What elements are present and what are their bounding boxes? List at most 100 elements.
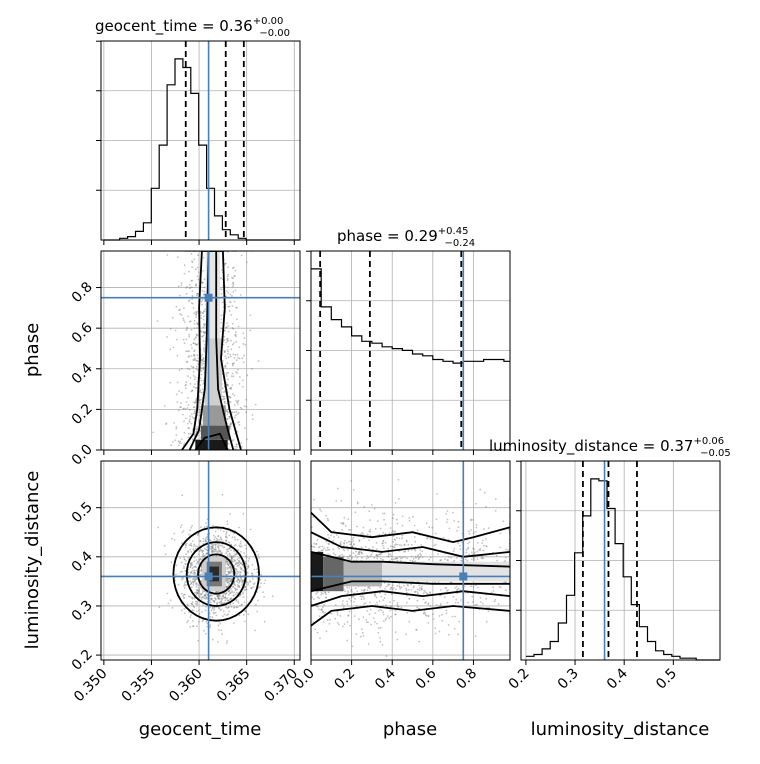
sample-point — [228, 395, 231, 398]
sample-point — [242, 361, 245, 364]
sample-point — [238, 557, 241, 559]
sample-point — [379, 553, 382, 556]
sample-point — [189, 418, 192, 420]
sample-point — [238, 346, 241, 348]
sample-point — [195, 343, 198, 346]
sample-point — [186, 603, 189, 606]
sample-point — [185, 350, 188, 352]
sample-point — [206, 536, 209, 538]
sample-point — [234, 553, 237, 556]
sample-point — [235, 591, 238, 594]
sample-point — [220, 318, 223, 321]
sample-point — [198, 590, 201, 593]
sample-point — [395, 588, 397, 591]
sample-point — [200, 317, 203, 319]
sample-point — [232, 439, 235, 441]
frame-phase-vs-geocent — [100, 250, 301, 451]
sample-point — [223, 390, 226, 393]
sample-point — [369, 555, 372, 557]
sample-point — [391, 529, 394, 532]
sample-point — [190, 564, 193, 566]
sample-point — [225, 585, 228, 588]
sample-point — [200, 373, 203, 376]
sample-point — [226, 418, 229, 420]
sample-point — [202, 368, 205, 371]
sample-point — [455, 557, 458, 559]
title-luminosity-distance: luminosity_distance = 0.37+0.06 −0.05 — [489, 436, 731, 459]
sample-point — [217, 596, 220, 599]
sample-point — [504, 556, 507, 559]
sample-point — [193, 359, 196, 362]
histogram-phase — [311, 268, 510, 364]
sample-point — [389, 545, 392, 548]
sample-point — [356, 501, 359, 504]
sample-point — [190, 582, 193, 585]
sample-point — [222, 530, 225, 533]
sample-point — [238, 614, 241, 617]
sample-point — [245, 411, 248, 414]
sample-point — [217, 528, 219, 530]
sample-point — [180, 442, 182, 445]
sample-point — [418, 556, 420, 559]
sample-point — [231, 267, 234, 270]
sample-point — [233, 300, 236, 303]
sample-point — [416, 599, 419, 602]
sample-point — [228, 571, 231, 574]
sample-point — [195, 592, 198, 595]
sample-point — [408, 517, 411, 519]
sample-point — [210, 597, 213, 600]
sample-point — [379, 608, 382, 611]
sample-point — [407, 543, 410, 546]
sample-point — [175, 393, 178, 396]
sample-point — [358, 540, 361, 542]
sample-point — [241, 564, 244, 566]
sample-point — [229, 598, 232, 601]
sample-point — [214, 546, 217, 549]
sample-point — [195, 603, 197, 605]
sample-point — [233, 559, 236, 561]
sample-point — [215, 550, 218, 553]
sample-point — [194, 358, 197, 361]
sample-point — [361, 631, 364, 634]
sample-point — [455, 585, 458, 588]
sample-point — [190, 603, 193, 605]
sample-point — [231, 305, 234, 307]
sample-point — [227, 330, 230, 333]
sample-point — [225, 540, 228, 543]
sample-point — [259, 578, 262, 581]
sample-point — [211, 547, 213, 550]
sample-point — [242, 343, 245, 345]
tick-label-phase: 0.6 — [69, 320, 96, 347]
sample-point — [180, 592, 183, 595]
sample-point — [214, 548, 216, 550]
sample-point — [342, 521, 344, 524]
sample-point — [233, 582, 236, 585]
sample-point — [228, 542, 231, 544]
ylabel-phase: phase — [22, 323, 43, 377]
sample-point — [183, 556, 185, 558]
sample-point — [217, 542, 220, 545]
tick-label-luminosity_distance: 0.4 — [604, 665, 631, 692]
sample-point — [192, 605, 195, 607]
sample-point — [193, 560, 196, 563]
sample-point — [401, 557, 403, 559]
sample-point — [405, 540, 408, 543]
sample-point — [487, 527, 490, 529]
sample-point — [195, 577, 198, 580]
sample-point — [218, 601, 221, 604]
sample-point — [337, 546, 339, 549]
sample-point — [230, 423, 232, 426]
sample-point — [441, 613, 443, 616]
sample-point — [235, 333, 237, 336]
sample-point — [235, 306, 238, 309]
sample-point — [190, 550, 193, 553]
sample-point — [238, 357, 241, 360]
sample-point — [396, 603, 399, 606]
sample-point — [381, 644, 384, 646]
sample-point — [220, 314, 223, 317]
sample-point — [235, 443, 238, 446]
sample-point — [191, 389, 194, 392]
sample-point — [403, 584, 405, 587]
sample-point — [193, 412, 196, 415]
sample-point — [229, 572, 232, 574]
